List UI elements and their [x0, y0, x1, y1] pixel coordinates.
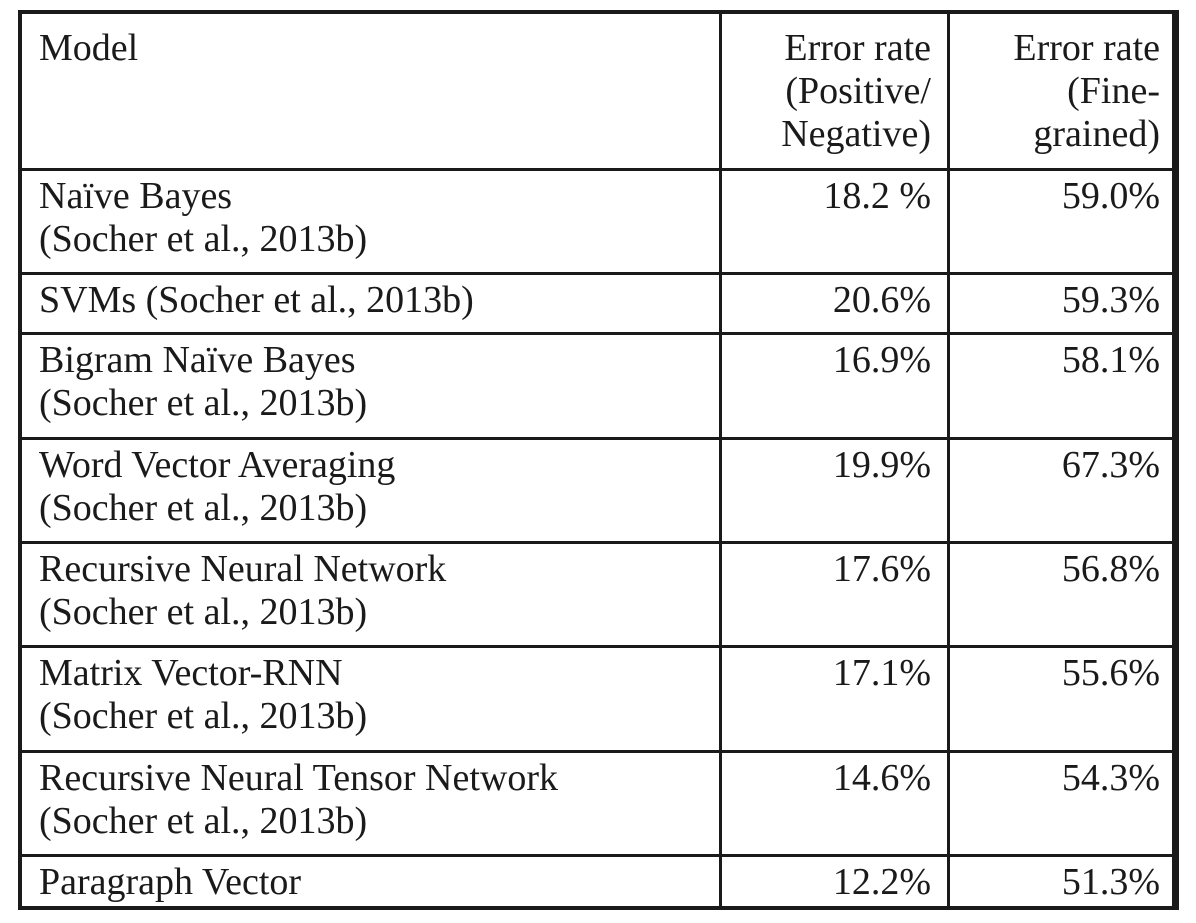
positive-negative-cell: 17.6% [719, 541, 950, 649]
table-row: Word Vector Averaging (Socher et al., 20… [18, 436, 1179, 545]
header-model-label: Model [39, 27, 139, 69]
positive-negative-cell: 17.1% [719, 645, 950, 753]
model-cell: Recursive Neural Tensor Network (Socher … [18, 749, 722, 858]
header-fg-line-3: grained) [1033, 113, 1160, 155]
model-citation: (Socher et al., 2013b) [39, 382, 368, 425]
fine-grained-cell: 59.0% [947, 167, 1179, 276]
model-name: SVMs (Socher et al., 2013b) [39, 279, 474, 322]
model-citation: (Socher et al., 2013b) [39, 695, 368, 738]
fine-grained-cell: 58.1% [947, 332, 1179, 440]
header-model: Model [18, 10, 722, 171]
model-name: Word Vector Averaging [39, 443, 396, 486]
fine-grained-cell: 54.3% [947, 749, 1179, 858]
model-cell: Recursive Neural Network (Socher et al.,… [18, 541, 722, 649]
model-cell: Bigram Naïve Bayes (Socher et al., 2013b… [18, 332, 722, 440]
fine-grained-cell: 55.6% [947, 645, 1179, 753]
fine-grained-cell: 67.3% [947, 436, 1179, 545]
table-row: Paragraph Vector 12.2% 51.3% [18, 854, 1179, 910]
model-citation: (Socher et al., 2013b) [39, 486, 368, 529]
positive-negative-cell: 20.6% [719, 272, 950, 336]
table-body: Naïve Bayes (Socher et al., 2013b) 18.2 … [18, 167, 1179, 910]
header-fg-line-1: Error rate [1013, 27, 1160, 69]
positive-negative-cell: 14.6% [719, 749, 950, 858]
header-pn-line-2: (Positive/ [785, 70, 931, 112]
header-pn-line-1: Error rate [784, 27, 931, 69]
model-name: Naïve Bayes [39, 175, 233, 217]
table-header: Model Error rate (Positive/ Negative) Er… [18, 10, 1179, 171]
header-fine-grained: Error rate (Fine- grained) [947, 10, 1179, 171]
header-positive-negative: Error rate (Positive/ Negative) [719, 10, 950, 171]
table-row: Bigram Naïve Bayes (Socher et al., 2013b… [18, 332, 1179, 440]
table-outer-border [18, 10, 1176, 910]
model-citation: (Socher et al., 2013b) [39, 799, 368, 842]
results-table: Model Error rate (Positive/ Negative) Er… [18, 10, 1179, 910]
model-citation: (Socher et al., 2013b) [39, 218, 368, 260]
model-name: Bigram Naïve Bayes [39, 339, 356, 382]
model-cell: Word Vector Averaging (Socher et al., 20… [18, 436, 722, 545]
header-row: Model Error rate (Positive/ Negative) Er… [18, 10, 1179, 171]
table-row: Recursive Neural Tensor Network (Socher … [18, 749, 1179, 858]
model-name: Paragraph Vector [39, 861, 302, 904]
model-cell: Naïve Bayes (Socher et al., 2013b) [18, 167, 722, 276]
table-row: Recursive Neural Network (Socher et al.,… [18, 541, 1179, 649]
model-cell: Matrix Vector-RNN (Socher et al., 2013b) [18, 645, 722, 753]
header-fg-line-2: (Fine- [1067, 70, 1160, 112]
model-name: Recursive Neural Tensor Network [39, 756, 558, 799]
fine-grained-cell: 56.8% [947, 541, 1179, 649]
positive-negative-cell: 18.2 % [719, 167, 950, 276]
model-name: Matrix Vector-RNN [39, 652, 343, 695]
table-row: Matrix Vector-RNN (Socher et al., 2013b)… [18, 645, 1179, 753]
header-pn-line-3: Negative) [781, 113, 931, 155]
table-row: Naïve Bayes (Socher et al., 2013b) 18.2 … [18, 167, 1179, 276]
model-citation: (Socher et al., 2013b) [39, 591, 368, 634]
model-name: Recursive Neural Network [39, 548, 447, 591]
positive-negative-cell: 19.9% [719, 436, 950, 545]
positive-negative-cell: 16.9% [719, 332, 950, 440]
fine-grained-cell: 59.3% [947, 272, 1179, 336]
